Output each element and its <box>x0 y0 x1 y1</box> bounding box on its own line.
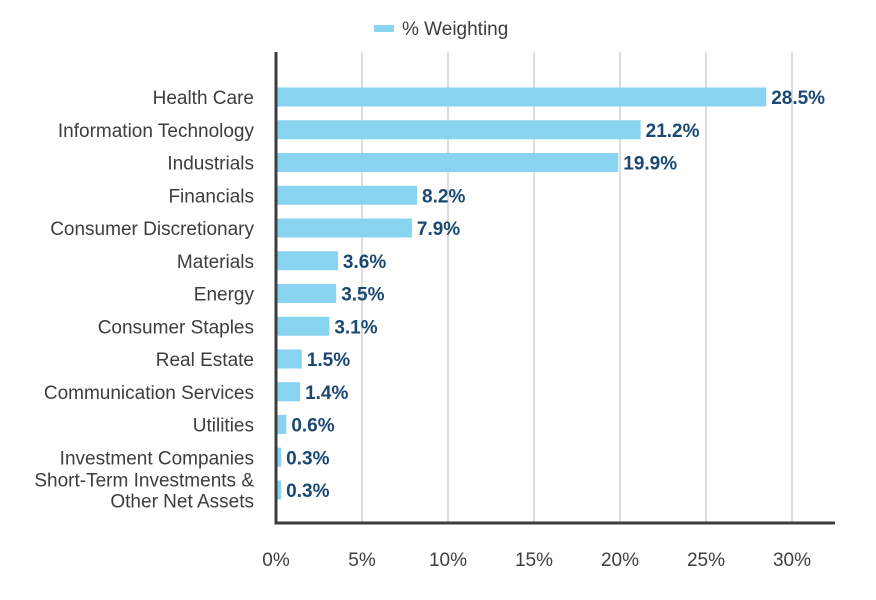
value-label: 3.5% <box>341 285 384 306</box>
value-label: 7.9% <box>417 219 460 240</box>
category-label: Short-Term Investments & Other Net Assets <box>34 471 254 513</box>
value-label: 0.3% <box>286 481 329 502</box>
bar <box>276 447 282 467</box>
x-tick-labels: 0% 5% 10% 15% 20% 25% 30% <box>262 550 811 571</box>
bar <box>276 153 619 172</box>
legend-swatch <box>374 25 394 32</box>
bar <box>276 480 282 500</box>
category-label: Industrials <box>167 154 254 175</box>
bar <box>276 284 337 303</box>
bar <box>276 415 287 434</box>
x-tick-label: 25% <box>687 550 725 571</box>
legend-label: % Weighting <box>402 19 508 40</box>
value-labels: 28.5% 21.2% 19.9% 8.2% 7.9% 3.6% 3.5% 3.1% 1.5% 1… <box>286 88 825 502</box>
bars <box>276 87 767 500</box>
category-label: Materials <box>177 252 254 273</box>
bar <box>276 185 418 205</box>
category-label: Consumer Staples <box>98 317 254 338</box>
value-label: 19.9% <box>623 154 677 175</box>
category-label: Information Technology <box>58 121 255 142</box>
category-label: Utilities <box>193 416 254 437</box>
category-label: Energy <box>194 285 255 306</box>
x-tick-label: 5% <box>348 550 376 571</box>
bar <box>276 316 330 336</box>
bar <box>276 251 338 271</box>
bar <box>276 382 301 402</box>
bar <box>276 87 767 107</box>
bar <box>276 120 641 140</box>
value-label: 28.5% <box>771 88 825 109</box>
x-tick-label: 20% <box>601 550 639 571</box>
x-tick-label: 10% <box>429 550 467 571</box>
legend: % Weighting <box>374 19 508 40</box>
value-label: 1.5% <box>307 350 350 371</box>
bar <box>276 349 302 369</box>
category-label: Health Care <box>153 88 254 109</box>
category-label: Financials <box>168 186 254 207</box>
x-tick-label: 0% <box>262 550 290 571</box>
value-label: 21.2% <box>646 121 700 142</box>
category-label: Investment Companies <box>60 448 254 469</box>
category-label: Communication Services <box>44 383 254 404</box>
value-label: 8.2% <box>422 186 465 207</box>
value-label: 0.6% <box>291 416 334 437</box>
category-label-line: Other Net Assets <box>110 492 254 513</box>
category-labels: Health Care Information Technology Industr… <box>34 88 254 513</box>
bar <box>276 218 412 238</box>
value-label: 1.4% <box>305 383 348 404</box>
value-label: 3.6% <box>343 252 386 273</box>
value-label: 3.1% <box>334 317 377 338</box>
category-label: Consumer Discretionary <box>50 219 254 240</box>
category-label-line: Short-Term Investments & <box>34 471 254 492</box>
x-tick-label: 30% <box>773 550 811 571</box>
value-label: 0.3% <box>286 448 329 469</box>
category-label: Real Estate <box>156 350 254 371</box>
x-tick-label: 15% <box>515 550 553 571</box>
axes <box>274 52 835 525</box>
